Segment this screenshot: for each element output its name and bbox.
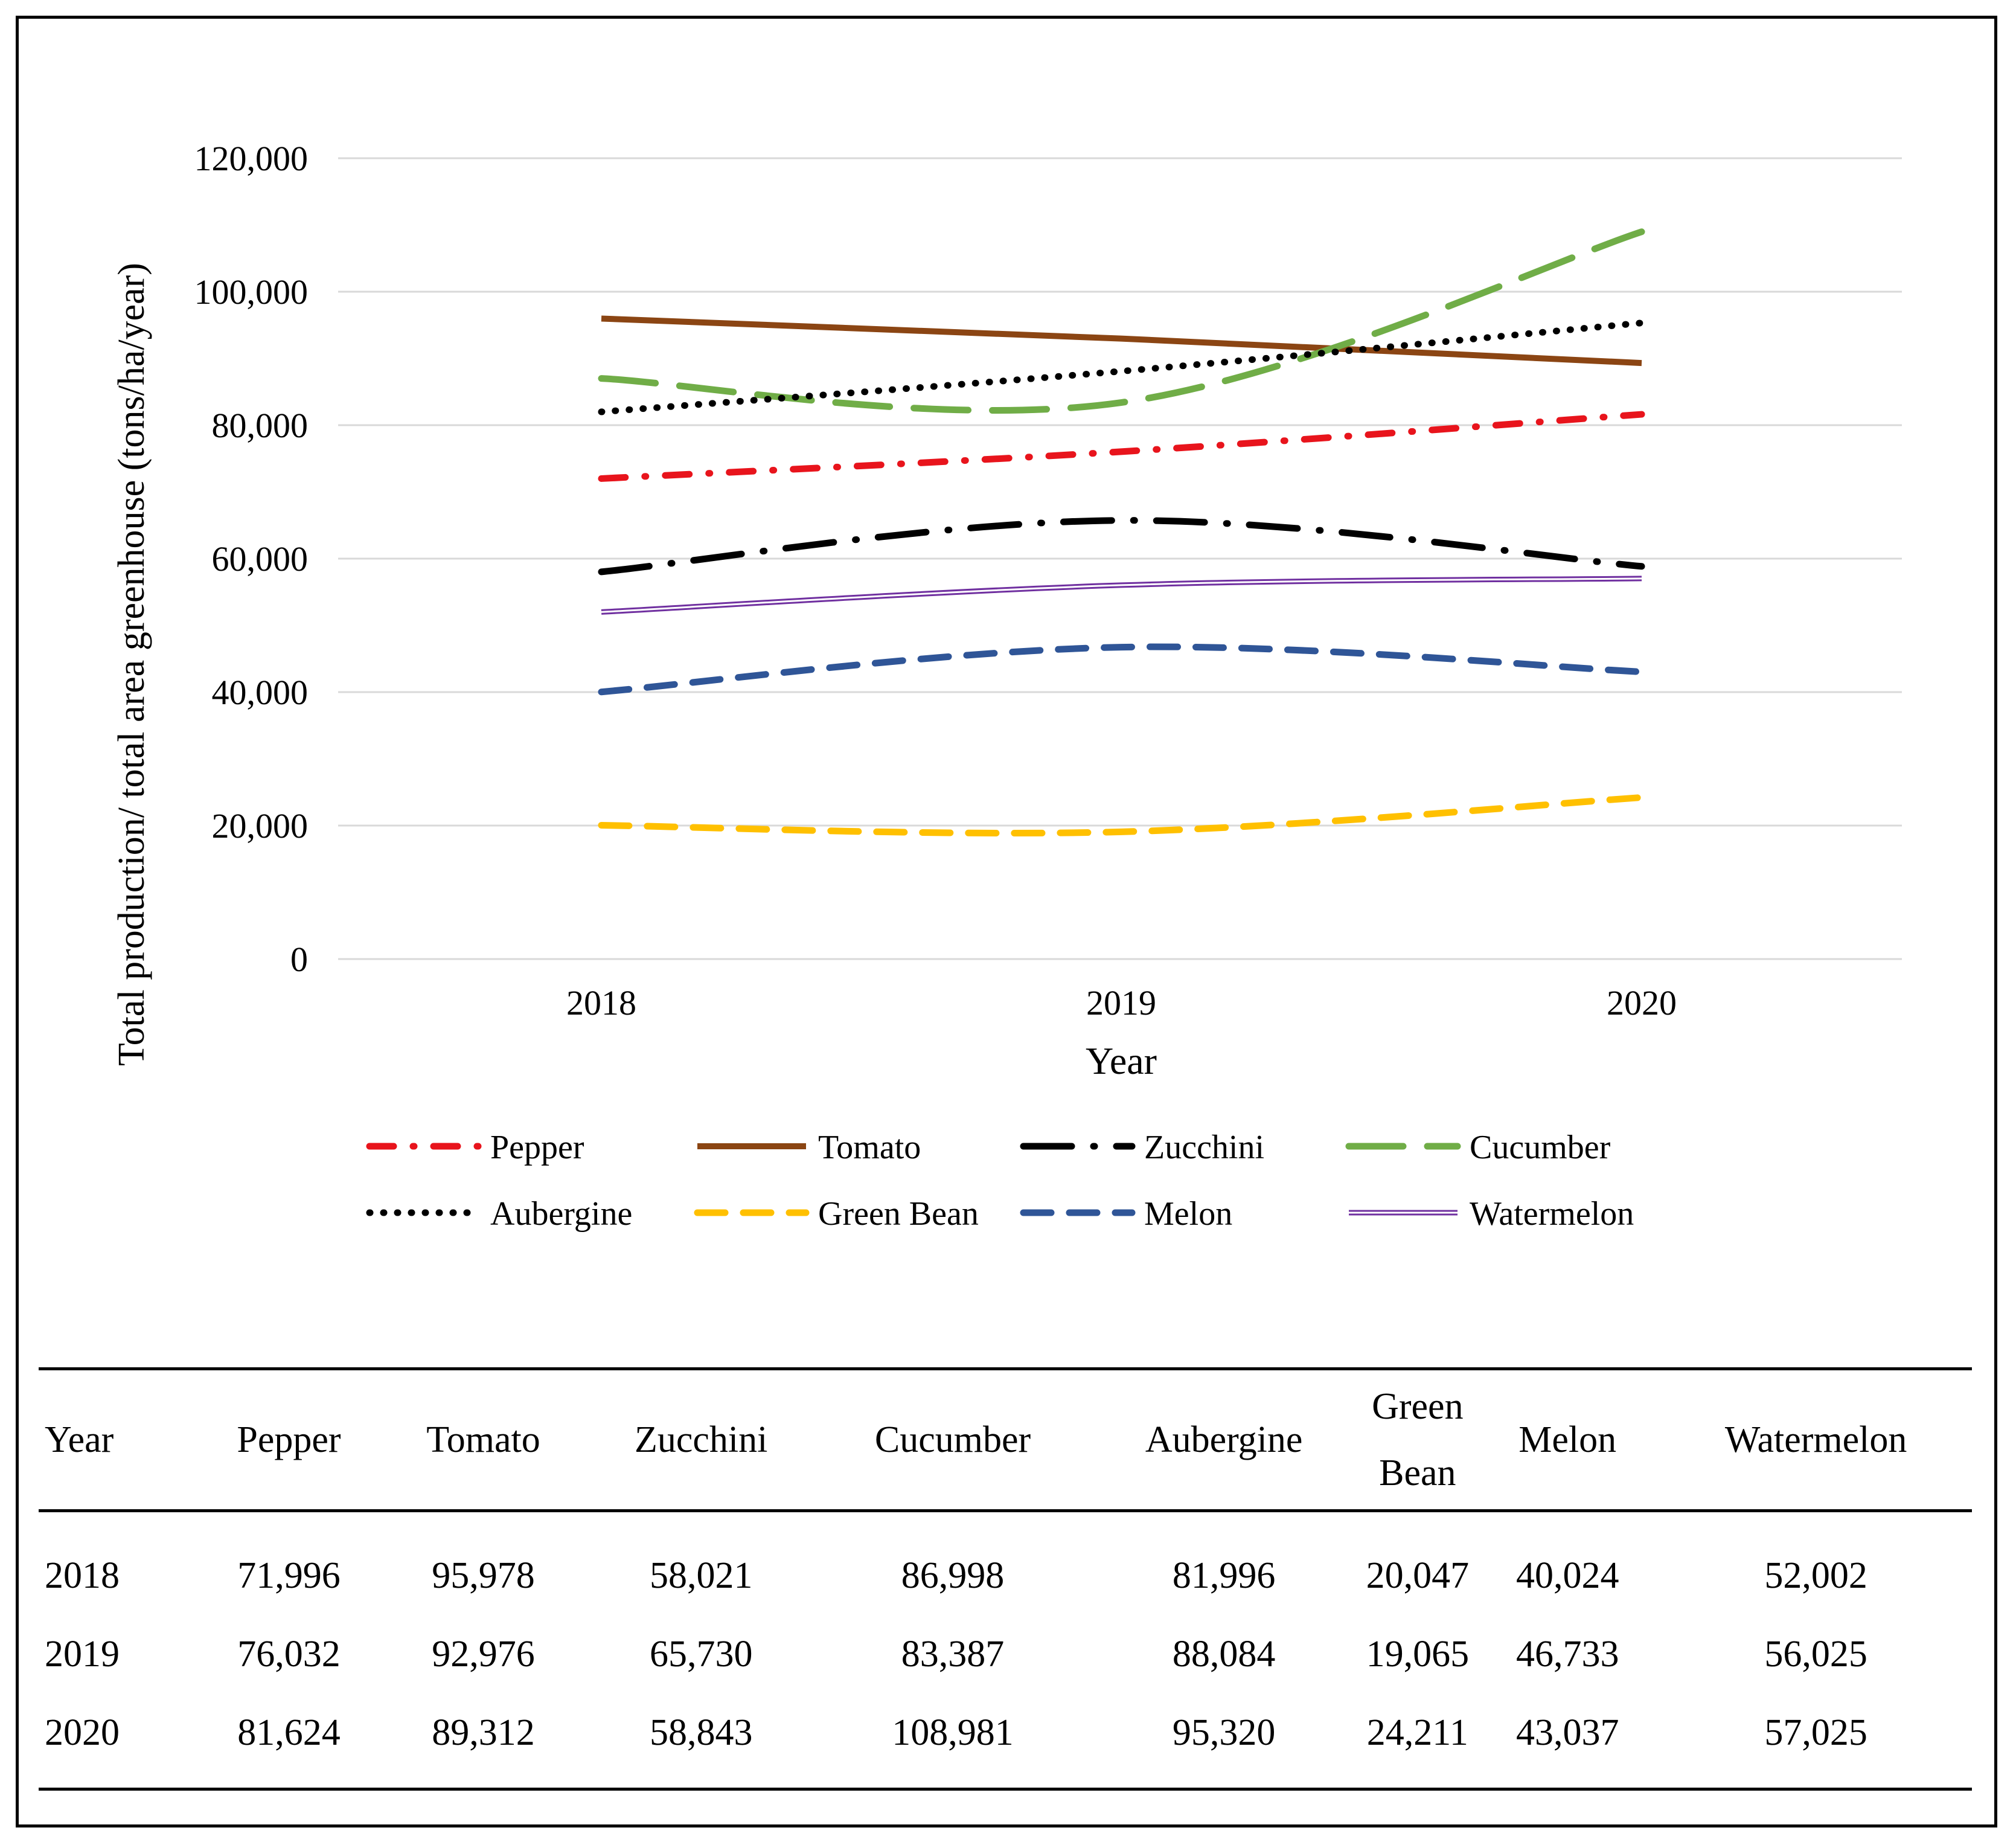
table-header-aubergine: Aubergine bbox=[1145, 1419, 1303, 1460]
legend-item-aubergine: Aubergine bbox=[366, 1195, 632, 1233]
table-header-cucumber: Cucumber bbox=[874, 1419, 1031, 1460]
table-header-zucchini: Zucchini bbox=[635, 1419, 768, 1460]
legend-label: Aubergine bbox=[490, 1195, 632, 1233]
y-tick-label: 20,000 bbox=[212, 806, 309, 845]
table-header-green-bean: Green Bean bbox=[1372, 1386, 1464, 1494]
table-cell: 52,002 bbox=[1764, 1555, 1867, 1596]
legend-item-green-bean: Green Bean bbox=[694, 1195, 979, 1233]
data-table: Year Pepper Tomato Zucchini Cucumber Aub… bbox=[39, 1367, 1972, 1791]
series-line-watermelon bbox=[601, 576, 1642, 615]
table-cell: 83,387 bbox=[901, 1633, 1005, 1675]
table-header-melon: Melon bbox=[1518, 1419, 1617, 1460]
y-tick-label: 60,000 bbox=[212, 539, 309, 579]
table-cell: 19,065 bbox=[1366, 1633, 1470, 1675]
series-lines bbox=[598, 228, 1645, 836]
y-axis-title: Total production/ total area greenhouse … bbox=[111, 263, 152, 1066]
legend-label: Melon bbox=[1144, 1195, 1232, 1233]
y-tick-label: 80,000 bbox=[212, 406, 309, 445]
legend-item-cucumber: Cucumber bbox=[1345, 1129, 1611, 1166]
table-cell: 2020 bbox=[45, 1712, 120, 1753]
table-cell: 57,025 bbox=[1764, 1712, 1867, 1753]
table-cell: 40,024 bbox=[1515, 1555, 1619, 1596]
table-header-pepper: Pepper bbox=[237, 1419, 341, 1460]
x-tick-label: 2019 bbox=[1086, 983, 1156, 1022]
table-cell: 81,996 bbox=[1172, 1555, 1276, 1596]
table-cell: 58,021 bbox=[649, 1555, 753, 1596]
legend-label: Cucumber bbox=[1470, 1129, 1611, 1166]
legend-item-pepper: Pepper bbox=[366, 1129, 584, 1166]
table-cell: 89,312 bbox=[432, 1712, 535, 1753]
table-cell: 95,320 bbox=[1172, 1712, 1276, 1753]
x-tick-label: 2020 bbox=[1607, 983, 1677, 1022]
table-header-tomato: Tomato bbox=[426, 1419, 540, 1460]
legend-item-watermelon: Watermelon bbox=[1349, 1195, 1634, 1233]
legend-label: Tomato bbox=[818, 1129, 921, 1166]
legend-label: Zucchini bbox=[1144, 1129, 1264, 1166]
legend-label: Pepper bbox=[490, 1129, 584, 1166]
table-row: 2019 76,032 92,976 65,730 83,387 88,084 … bbox=[39, 1615, 1972, 1693]
x-tick-label: 2018 bbox=[566, 983, 636, 1022]
table-cell: 65,730 bbox=[649, 1633, 753, 1675]
table-cell: 108,981 bbox=[892, 1712, 1014, 1753]
table-header-year: Year bbox=[45, 1419, 114, 1460]
table-cell: 56,025 bbox=[1764, 1633, 1867, 1675]
series-line-green-bean bbox=[598, 794, 1645, 836]
legend-item-zucchini: Zucchini bbox=[1020, 1129, 1264, 1166]
table-header-watermelon: Watermelon bbox=[1724, 1419, 1907, 1460]
table-cell: 2018 bbox=[45, 1555, 120, 1596]
y-axis-ticks: 0 20,000 40,000 60,000 80,000 100,000 120,000 bbox=[194, 139, 309, 979]
table-cell: 71,996 bbox=[237, 1555, 341, 1596]
y-tick-label: 40,000 bbox=[212, 673, 309, 712]
x-axis-ticks: 2018 2019 2020 bbox=[566, 983, 1677, 1022]
line-chart: 020,00040,00060,00080,000100,000120,000 … bbox=[111, 139, 1902, 1233]
x-axis-title: Year bbox=[1086, 1039, 1157, 1082]
legend-label: Green Bean bbox=[818, 1195, 979, 1233]
series-line-aubergine bbox=[598, 319, 1645, 416]
legend: Pepper Tomato Zucchini Cucumber Aubergine Gre… bbox=[366, 1129, 1634, 1233]
series-line-cucumber bbox=[598, 228, 1645, 414]
table-cell: 88,084 bbox=[1172, 1633, 1276, 1675]
table-cell: 92,976 bbox=[432, 1633, 535, 1675]
figure-frame bbox=[16, 16, 1997, 1827]
table-cell: 76,032 bbox=[237, 1633, 341, 1675]
series-line-pepper bbox=[598, 411, 1645, 482]
table-cell: 24,211 bbox=[1366, 1712, 1468, 1753]
legend-item-tomato: Tomato bbox=[697, 1129, 921, 1166]
table-cell: 43,037 bbox=[1515, 1712, 1619, 1753]
table-cell: 20,047 bbox=[1366, 1555, 1470, 1596]
gridlines bbox=[338, 157, 1902, 960]
series-line-zucchini bbox=[598, 517, 1645, 576]
table-cell: 81,624 bbox=[237, 1712, 341, 1753]
series-line-melon bbox=[598, 643, 1645, 696]
table-cell: 58,843 bbox=[649, 1712, 753, 1753]
table-row: 2020 81,624 89,312 58,843 108,981 95,320… bbox=[39, 1693, 1972, 1789]
table-cell: 2019 bbox=[45, 1633, 120, 1675]
table-cell: 86,998 bbox=[901, 1555, 1005, 1596]
y-tick-label: 100,000 bbox=[194, 272, 309, 312]
table-cell: 46,733 bbox=[1515, 1633, 1619, 1675]
table-header-row: Year Pepper Tomato Zucchini Cucumber Aub… bbox=[39, 1369, 1972, 1511]
y-tick-label: 120,000 bbox=[194, 139, 309, 178]
table-row: 2018 71,996 95,978 58,021 86,998 81,996 … bbox=[39, 1511, 1972, 1616]
table-cell: 95,978 bbox=[432, 1555, 535, 1596]
series-line-tomato bbox=[601, 315, 1642, 367]
legend-label: Watermelon bbox=[1470, 1195, 1634, 1233]
y-tick-label: 0 bbox=[290, 940, 308, 979]
legend-item-melon: Melon bbox=[1020, 1195, 1232, 1233]
